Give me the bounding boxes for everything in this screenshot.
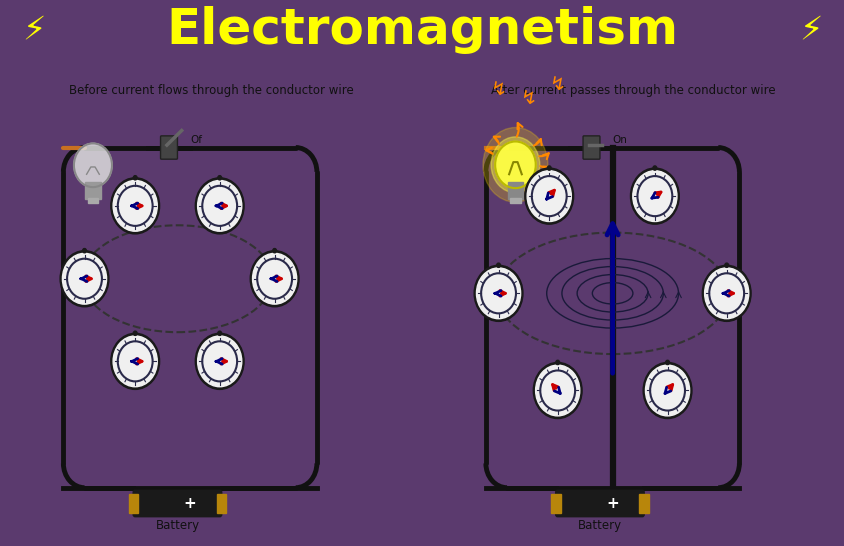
Circle shape bbox=[495, 141, 535, 188]
Bar bbox=[129, 495, 138, 513]
Text: After current passes through the conductor wire: After current passes through the conduct… bbox=[491, 84, 775, 97]
FancyBboxPatch shape bbox=[160, 136, 177, 159]
Circle shape bbox=[704, 268, 748, 319]
FancyBboxPatch shape bbox=[582, 136, 599, 159]
Circle shape bbox=[83, 248, 86, 253]
Circle shape bbox=[60, 251, 109, 307]
Circle shape bbox=[533, 363, 582, 419]
Circle shape bbox=[273, 248, 276, 253]
Text: ⚡: ⚡ bbox=[798, 14, 822, 46]
Circle shape bbox=[476, 268, 520, 319]
Circle shape bbox=[701, 265, 750, 322]
Circle shape bbox=[113, 336, 157, 387]
Circle shape bbox=[473, 265, 522, 322]
Circle shape bbox=[665, 360, 668, 365]
Circle shape bbox=[547, 166, 550, 170]
Circle shape bbox=[197, 180, 241, 232]
Circle shape bbox=[535, 365, 579, 416]
Text: Electromagnetism: Electromagnetism bbox=[166, 6, 678, 54]
Text: ↯: ↯ bbox=[519, 90, 536, 109]
Circle shape bbox=[195, 178, 244, 234]
Bar bbox=[88, 198, 98, 204]
Bar bbox=[217, 495, 226, 513]
Text: ↯: ↯ bbox=[490, 80, 506, 99]
Circle shape bbox=[218, 176, 221, 180]
Circle shape bbox=[524, 168, 573, 224]
Circle shape bbox=[111, 333, 160, 389]
FancyBboxPatch shape bbox=[133, 491, 221, 517]
Circle shape bbox=[250, 251, 299, 307]
Circle shape bbox=[652, 166, 656, 170]
Bar bbox=[639, 495, 648, 513]
Circle shape bbox=[630, 168, 679, 224]
Circle shape bbox=[496, 263, 500, 268]
Circle shape bbox=[483, 128, 547, 202]
Circle shape bbox=[527, 171, 571, 222]
Text: Of: Of bbox=[190, 135, 202, 145]
Text: +: + bbox=[605, 496, 619, 511]
Text: ↯: ↯ bbox=[549, 75, 565, 94]
Circle shape bbox=[490, 137, 539, 193]
Bar bbox=[551, 495, 560, 513]
Circle shape bbox=[555, 360, 559, 365]
Text: Battery: Battery bbox=[155, 519, 199, 532]
Circle shape bbox=[74, 144, 112, 187]
Text: +: + bbox=[183, 496, 197, 511]
Circle shape bbox=[632, 171, 676, 222]
Text: Before current flows through the conductor wire: Before current flows through the conduct… bbox=[69, 84, 353, 97]
Text: Battery: Battery bbox=[577, 519, 621, 532]
Circle shape bbox=[724, 263, 728, 268]
Circle shape bbox=[252, 253, 296, 304]
Circle shape bbox=[645, 365, 689, 416]
Circle shape bbox=[111, 178, 160, 234]
Circle shape bbox=[197, 336, 241, 387]
Text: On: On bbox=[612, 135, 627, 145]
Text: ⚡: ⚡ bbox=[22, 14, 46, 46]
Circle shape bbox=[62, 253, 106, 304]
Circle shape bbox=[642, 363, 691, 419]
Circle shape bbox=[133, 176, 137, 180]
Bar bbox=[507, 181, 522, 199]
Circle shape bbox=[133, 331, 137, 335]
Bar bbox=[510, 198, 520, 204]
Circle shape bbox=[195, 333, 244, 389]
Bar bbox=[85, 181, 100, 199]
Circle shape bbox=[113, 180, 157, 232]
Circle shape bbox=[218, 331, 221, 335]
FancyBboxPatch shape bbox=[555, 491, 643, 517]
